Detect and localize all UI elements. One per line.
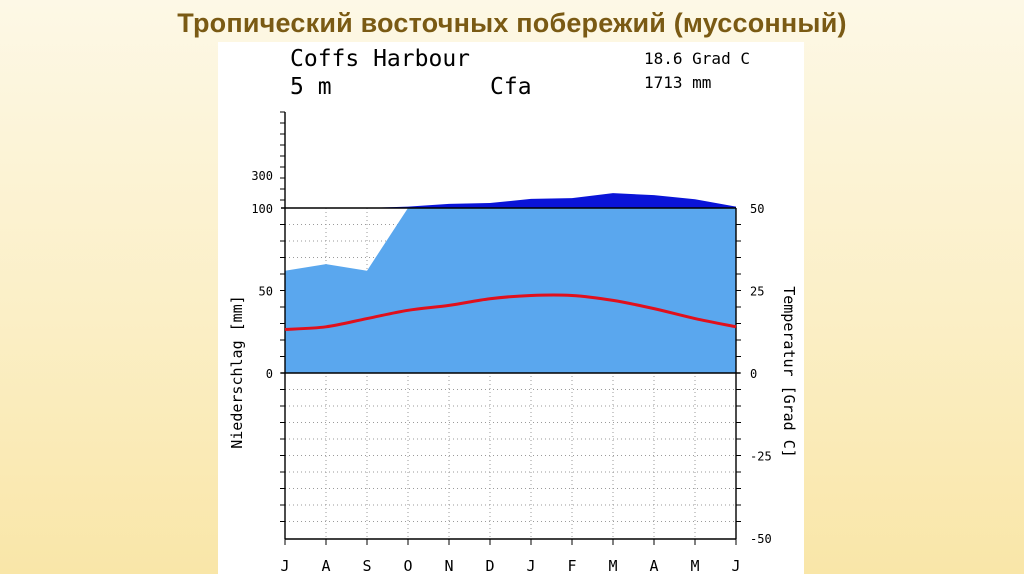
left-tick-label: 300 (251, 169, 273, 183)
precipitation-areas (285, 193, 736, 373)
climate-diagram: Coffs Harbour 5 m Cfa 18.6 Grad C 1713 m… (218, 42, 804, 574)
month-label: D (485, 557, 494, 574)
temperature-series (284, 293, 737, 331)
month-label: F (567, 557, 576, 574)
month-label: M (608, 557, 617, 574)
left-tick-label: 0 (266, 367, 273, 381)
month-label: O (403, 557, 412, 574)
right-tick-label: 50 (750, 202, 764, 216)
station-elevation: 5 m (290, 74, 332, 100)
axes (280, 111, 741, 545)
right-tick-label: -25 (750, 450, 772, 464)
month-label: A (321, 557, 330, 574)
y-axis-title: Niederschlag [mm] (228, 295, 246, 449)
station-name: Coffs Harbour (290, 46, 470, 72)
month-label: S (362, 557, 371, 574)
month-label: J (731, 557, 740, 574)
humid-area (285, 193, 736, 208)
month-label: A (649, 557, 658, 574)
right-tick-label: -50 (750, 532, 772, 546)
tick-labels: 0 50 100 300 50 25 0 -25 -50 J A S O N D J F M A M J (251, 169, 771, 574)
annual-precipitation: 1713 mm (644, 73, 711, 92)
temperature-line (284, 293, 737, 331)
mean-temperature: 18.6 Grad C (644, 49, 750, 68)
left-tick-label: 100 (251, 202, 273, 216)
month-label: N (444, 557, 453, 574)
month-label: M (690, 557, 699, 574)
month-label: J (526, 557, 535, 574)
climate-class: Cfa (490, 74, 532, 100)
right-tick-label: 0 (750, 367, 757, 381)
left-tick-label: 50 (259, 285, 273, 299)
climate-chart-svg: Coffs Harbour 5 m Cfa 18.6 Grad C 1713 m… (228, 46, 798, 574)
right-tick-label: 25 (750, 285, 764, 299)
precip-area (285, 208, 736, 373)
slide-title: Тропический восточных побережий (муссонн… (177, 8, 847, 38)
month-label: J (280, 557, 289, 574)
y2-axis-title: Temperatur [Grad C] (780, 286, 798, 458)
